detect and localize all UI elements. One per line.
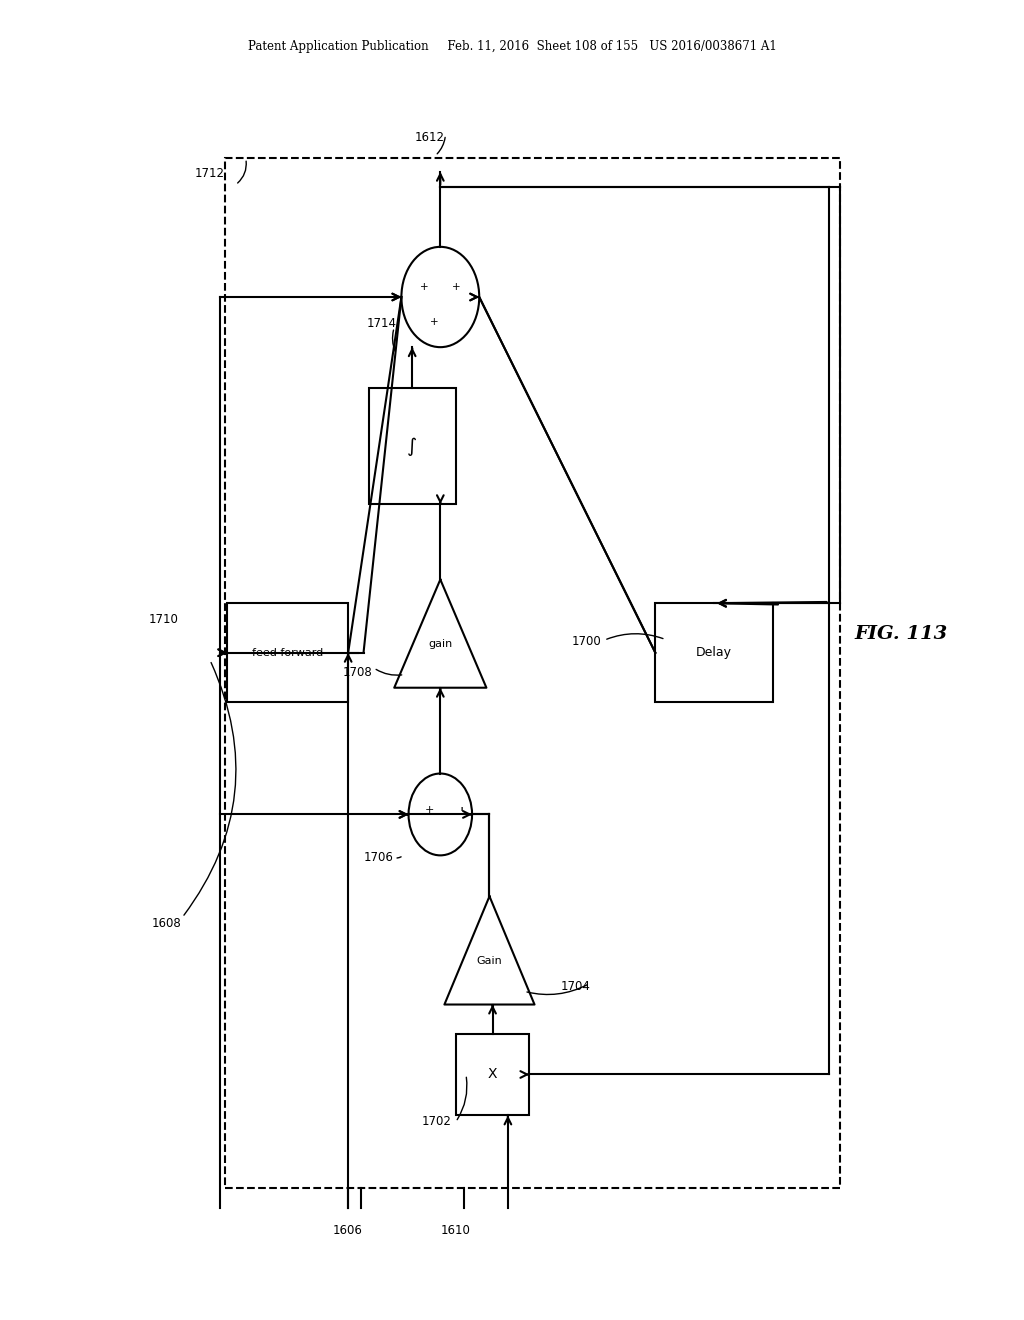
Text: 1704: 1704	[561, 979, 591, 993]
Text: +: +	[420, 282, 428, 292]
Text: 1702: 1702	[422, 1114, 452, 1127]
Text: 1606: 1606	[333, 1224, 362, 1237]
Text: X: X	[487, 1068, 498, 1081]
Text: 1714: 1714	[367, 317, 396, 330]
Text: gain: gain	[428, 639, 453, 649]
Text: 1708: 1708	[343, 665, 373, 678]
Text: Delay: Delay	[696, 647, 732, 659]
Text: +: +	[453, 282, 461, 292]
Text: +: +	[425, 805, 434, 816]
Text: +: +	[430, 317, 439, 327]
Text: 1706: 1706	[364, 850, 393, 863]
Bar	[227, 603, 348, 702]
Bar	[655, 603, 773, 702]
Text: 1608: 1608	[152, 916, 181, 929]
FancyBboxPatch shape	[225, 158, 840, 1188]
Text: 1712: 1712	[195, 166, 224, 180]
Text: Gain: Gain	[476, 956, 503, 966]
Text: ∫: ∫	[408, 437, 417, 455]
Text: 1700: 1700	[571, 635, 601, 648]
Bar	[369, 388, 456, 504]
Text: 1710: 1710	[148, 612, 178, 626]
Text: FIG. 113: FIG. 113	[854, 624, 948, 643]
Text: 1612: 1612	[415, 131, 444, 144]
Text: ': '	[460, 807, 464, 822]
Text: Patent Application Publication     Feb. 11, 2016  Sheet 108 of 155   US 2016/003: Patent Application Publication Feb. 11, …	[248, 40, 776, 53]
Bar	[456, 1034, 529, 1115]
Text: 1610: 1610	[440, 1224, 470, 1237]
Text: feed forward: feed forward	[252, 648, 324, 657]
